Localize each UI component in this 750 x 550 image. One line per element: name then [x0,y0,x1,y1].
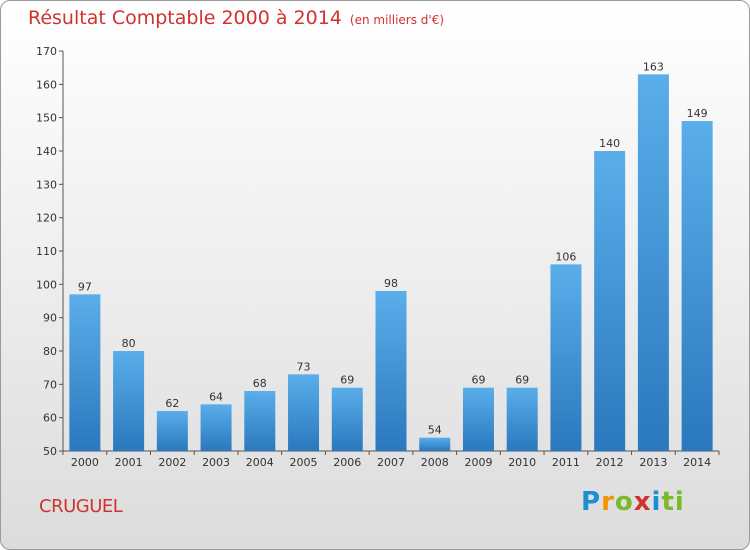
y-tick-label: 130 [36,178,57,191]
bar [681,121,713,451]
chart-title: Résultat Comptable 2000 à 2014 (en millie… [28,7,444,29]
x-tick-label: 2009 [464,456,492,469]
bar [69,294,101,451]
title-text: Résultat Comptable 2000 à 2014 [28,7,342,29]
y-tick-label: 50 [43,445,57,458]
x-tick-label: 2006 [333,456,361,469]
bar [331,387,363,451]
y-tick-label: 160 [36,78,57,91]
bar [244,391,276,451]
y-tick-label: 110 [36,245,57,258]
y-tick-label: 80 [43,345,57,358]
logo-letter: i [651,487,662,517]
x-tick-label: 2000 [71,456,99,469]
bar [375,291,407,451]
bar-value-label: 106 [555,250,576,263]
y-tick-label: 120 [36,212,57,225]
proxiti-logo: Proxiti [581,487,685,517]
bar-value-label: 69 [340,374,354,387]
bar [637,74,669,451]
commune-name: CRUGUEL [39,496,123,517]
logo-letter: ti [661,487,685,517]
bar-value-label: 68 [253,377,267,390]
bar-value-label: 62 [165,397,179,410]
y-tick-label: 100 [36,278,57,291]
bar-value-label: 163 [643,60,664,73]
bar [288,374,320,451]
x-tick-label: 2014 [683,456,711,469]
y-tick-label: 150 [36,112,57,125]
bar [419,437,451,451]
bar [113,351,145,451]
bar [506,387,538,451]
x-tick-label: 2001 [115,456,143,469]
y-tick-label: 90 [43,312,57,325]
y-tick-label: 170 [36,45,57,58]
chart-subtitle: (en milliers d'€) [349,13,445,27]
bar-value-label: 69 [515,374,529,387]
bar [550,264,582,451]
bar-value-label: 64 [209,390,223,403]
y-tick-label: 70 [43,378,57,391]
x-tick-label: 2002 [158,456,186,469]
x-tick-label: 2005 [290,456,318,469]
logo-letter: x [633,487,652,517]
x-tick-label: 2013 [639,456,667,469]
x-tick-label: 2010 [508,456,536,469]
bar [594,151,626,451]
y-tick-label: 140 [36,145,57,158]
x-tick-label: 2004 [246,456,274,469]
bar-value-label: 73 [297,360,311,373]
bar [462,387,494,451]
bar-value-label: 149 [687,107,708,120]
x-tick-label: 2007 [377,456,405,469]
bar-value-label: 140 [599,137,620,150]
logo-letter: P [581,487,602,517]
y-tick-label: 60 [43,412,57,425]
bar-value-label: 97 [78,280,92,293]
bar [200,404,232,451]
bar-value-label: 80 [122,337,136,350]
bar-value-label: 54 [428,424,442,437]
bars: 97 80 62 64 68 73 69 98 54 69 69 106 140 163 149 [69,60,713,451]
x-tick-label: 2003 [202,456,230,469]
x-tick-label: 2008 [421,456,449,469]
bar-value-label: 98 [384,277,398,290]
bar [156,411,188,451]
logo-letter: o [614,487,634,517]
x-tick-label: 2011 [552,456,580,469]
x-tick-label: 2012 [596,456,624,469]
bar-value-label: 69 [471,374,485,387]
logo-letter: r [601,487,615,517]
